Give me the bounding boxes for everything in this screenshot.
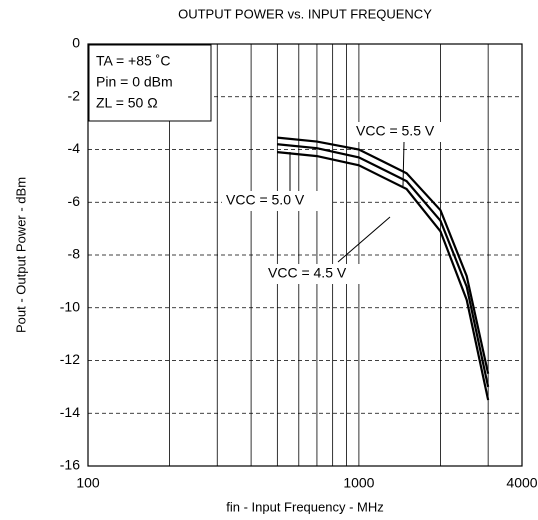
series-label: VCC = 5.5 V: [356, 123, 435, 139]
x-tick-label: 100: [76, 475, 100, 491]
label-bg: [266, 264, 372, 284]
condition: ZL = 50 Ω: [96, 95, 158, 111]
conditions-box: [88, 44, 212, 122]
series-line: [277, 151, 490, 401]
series-label: VCC = 5.0 V: [226, 192, 305, 208]
series-line: [277, 143, 490, 388]
y-tick-label: -10: [60, 298, 80, 314]
y-tick-label: -2: [68, 87, 81, 103]
arrow: [337, 216, 391, 263]
y-axis-label: Pout - Output Power - dBm: [13, 177, 28, 333]
y-tick-label: -6: [68, 193, 81, 209]
series-label: VCC = 4.5 V: [268, 265, 347, 281]
x-tick-label: 1000: [343, 475, 374, 491]
y-tick-label: -16: [60, 457, 80, 473]
label-bg: [352, 122, 464, 142]
series-line: [277, 136, 490, 374]
condition: Pin = 0 dBm: [96, 74, 173, 90]
y-tick-label: -14: [60, 404, 80, 420]
arrow: [402, 141, 405, 187]
y-tick-label: -4: [68, 140, 81, 156]
condition: TA = +85 ˚C: [96, 53, 170, 69]
label-bg: [222, 191, 332, 211]
y-tick-label: 0: [72, 35, 80, 51]
x-tick-label: 4000: [506, 475, 537, 491]
x-axis-label: fin - Input Frequency - MHz: [226, 499, 384, 514]
y-tick-label: -12: [60, 351, 80, 367]
chart-title: OUTPUT POWER vs. INPUT FREQUENCY: [178, 6, 432, 21]
y-tick-label: -8: [68, 246, 81, 262]
